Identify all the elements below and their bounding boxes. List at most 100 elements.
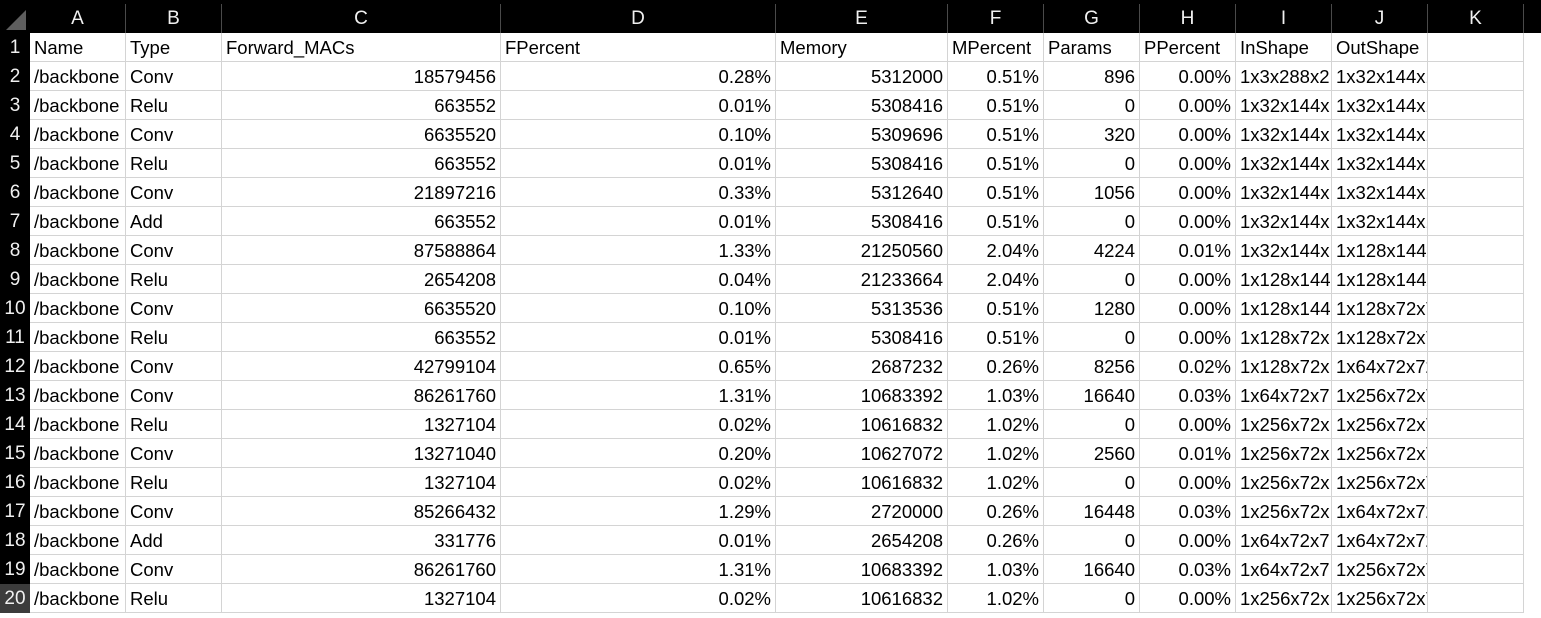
cell-d6[interactable]: 0.33% [501, 178, 776, 207]
cell-e7[interactable]: 5308416 [776, 207, 948, 236]
cell-e9[interactable]: 21233664 [776, 265, 948, 294]
cell-e20[interactable]: 10616832 [776, 584, 948, 613]
cell-j20[interactable]: 1x256x72x72 [1332, 584, 1428, 613]
cell-c10[interactable]: 6635520 [222, 294, 501, 323]
cell-j6[interactable]: 1x32x144x144 [1332, 178, 1428, 207]
cell-g3[interactable]: 0 [1044, 91, 1140, 120]
cell-i11[interactable]: 1x128x72x [1236, 323, 1332, 352]
cell-c16[interactable]: 1327104 [222, 468, 501, 497]
cell-k16[interactable] [1428, 468, 1524, 497]
cell-f3[interactable]: 0.51% [948, 91, 1044, 120]
cell-j8[interactable]: 1x128x144x144 [1332, 236, 1428, 265]
cell-a16[interactable]: /backbone [30, 468, 126, 497]
column-header-k[interactable]: K [1428, 4, 1524, 33]
cell-h9[interactable]: 0.00% [1140, 265, 1236, 294]
cell-i14[interactable]: 1x256x72x [1236, 410, 1332, 439]
cell-g20[interactable]: 0 [1044, 584, 1140, 613]
cell-b1[interactable]: Type [126, 33, 222, 62]
cell-a12[interactable]: /backbone [30, 352, 126, 381]
cell-g6[interactable]: 1056 [1044, 178, 1140, 207]
cell-a20[interactable]: /backbone [30, 584, 126, 613]
cell-a4[interactable]: /backbone [30, 120, 126, 149]
row-number-3[interactable]: 3 [0, 91, 30, 120]
cell-j11[interactable]: 1x128x72x72 [1332, 323, 1428, 352]
cell-g19[interactable]: 16640 [1044, 555, 1140, 584]
row-number-10[interactable]: 10 [0, 294, 30, 323]
cell-j13[interactable]: 1x256x72x72 [1332, 381, 1428, 410]
cell-e17[interactable]: 2720000 [776, 497, 948, 526]
cell-f4[interactable]: 0.51% [948, 120, 1044, 149]
cell-k5[interactable] [1428, 149, 1524, 178]
row-number-11[interactable]: 11 [0, 323, 30, 352]
cell-d15[interactable]: 0.20% [501, 439, 776, 468]
cell-j16[interactable]: 1x256x72x72 [1332, 468, 1428, 497]
cell-j2[interactable]: 1x32x144x144 [1332, 62, 1428, 91]
cell-d18[interactable]: 0.01% [501, 526, 776, 555]
cell-a3[interactable]: /backbone [30, 91, 126, 120]
cell-c7[interactable]: 663552 [222, 207, 501, 236]
column-header-i[interactable]: I [1236, 4, 1332, 33]
cell-a9[interactable]: /backbone [30, 265, 126, 294]
cell-j9[interactable]: 1x128x144x144 [1332, 265, 1428, 294]
cell-b7[interactable]: Add [126, 207, 222, 236]
cell-f10[interactable]: 0.51% [948, 294, 1044, 323]
cell-j14[interactable]: 1x256x72x72 [1332, 410, 1428, 439]
cell-i6[interactable]: 1x32x144x [1236, 178, 1332, 207]
cell-h14[interactable]: 0.00% [1140, 410, 1236, 439]
cell-d17[interactable]: 1.29% [501, 497, 776, 526]
cell-c1[interactable]: Forward_MACs [222, 33, 501, 62]
column-header-a[interactable]: A [30, 4, 126, 33]
cell-b8[interactable]: Conv [126, 236, 222, 265]
cell-a7[interactable]: /backbone [30, 207, 126, 236]
cell-d20[interactable]: 0.02% [501, 584, 776, 613]
cell-k15[interactable] [1428, 439, 1524, 468]
cell-i1[interactable]: InShape [1236, 33, 1332, 62]
cell-i3[interactable]: 1x32x144x [1236, 91, 1332, 120]
cell-d12[interactable]: 0.65% [501, 352, 776, 381]
cell-a17[interactable]: /backbone [30, 497, 126, 526]
cell-a19[interactable]: /backbone [30, 555, 126, 584]
cell-f14[interactable]: 1.02% [948, 410, 1044, 439]
cell-b3[interactable]: Relu [126, 91, 222, 120]
cell-e6[interactable]: 5312640 [776, 178, 948, 207]
cell-k12[interactable] [1428, 352, 1524, 381]
cell-a14[interactable]: /backbone [30, 410, 126, 439]
cell-k20[interactable] [1428, 584, 1524, 613]
cell-f5[interactable]: 0.51% [948, 149, 1044, 178]
cell-k8[interactable] [1428, 236, 1524, 265]
column-header-d[interactable]: D [501, 4, 776, 33]
column-header-g[interactable]: G [1044, 4, 1140, 33]
cell-c19[interactable]: 86261760 [222, 555, 501, 584]
cell-d16[interactable]: 0.02% [501, 468, 776, 497]
cell-b16[interactable]: Relu [126, 468, 222, 497]
row-number-6[interactable]: 6 [0, 178, 30, 207]
cell-h7[interactable]: 0.00% [1140, 207, 1236, 236]
cell-c8[interactable]: 87588864 [222, 236, 501, 265]
cell-f20[interactable]: 1.02% [948, 584, 1044, 613]
cell-i13[interactable]: 1x64x72x7 [1236, 381, 1332, 410]
cell-b20[interactable]: Relu [126, 584, 222, 613]
cell-h18[interactable]: 0.00% [1140, 526, 1236, 555]
cell-c12[interactable]: 42799104 [222, 352, 501, 381]
cell-h6[interactable]: 0.00% [1140, 178, 1236, 207]
cell-f8[interactable]: 2.04% [948, 236, 1044, 265]
cell-g1[interactable]: Params [1044, 33, 1140, 62]
cell-b11[interactable]: Relu [126, 323, 222, 352]
cell-k10[interactable] [1428, 294, 1524, 323]
cell-f9[interactable]: 2.04% [948, 265, 1044, 294]
cell-j5[interactable]: 1x32x144x144 [1332, 149, 1428, 178]
cell-h4[interactable]: 0.00% [1140, 120, 1236, 149]
cell-f18[interactable]: 0.26% [948, 526, 1044, 555]
cell-g10[interactable]: 1280 [1044, 294, 1140, 323]
cell-g18[interactable]: 0 [1044, 526, 1140, 555]
cell-b4[interactable]: Conv [126, 120, 222, 149]
cell-d11[interactable]: 0.01% [501, 323, 776, 352]
cell-i7[interactable]: 1x32x144x [1236, 207, 1332, 236]
cell-i9[interactable]: 1x128x144 [1236, 265, 1332, 294]
cell-i18[interactable]: 1x64x72x7 [1236, 526, 1332, 555]
cell-j3[interactable]: 1x32x144x144 [1332, 91, 1428, 120]
cell-e1[interactable]: Memory [776, 33, 948, 62]
cell-c5[interactable]: 663552 [222, 149, 501, 178]
cell-e13[interactable]: 10683392 [776, 381, 948, 410]
